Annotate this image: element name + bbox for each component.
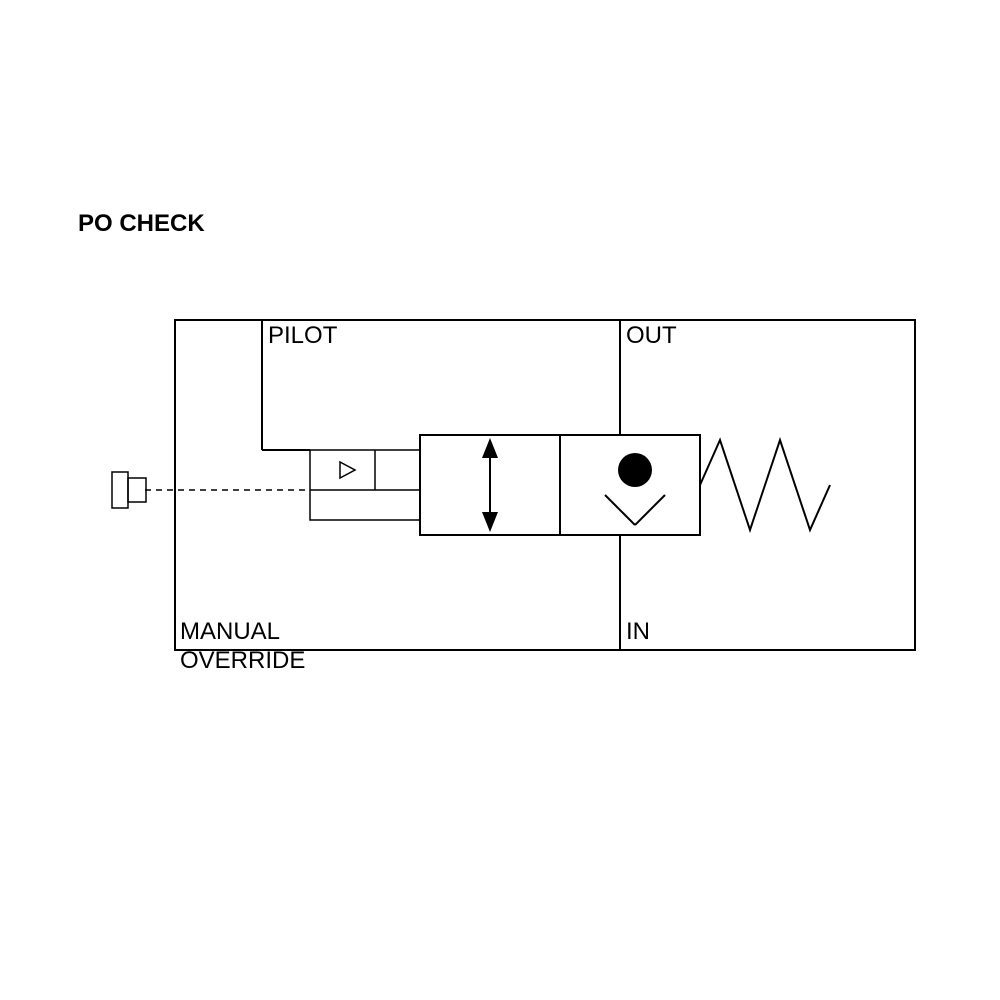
diagram-canvas: PO CHECK PILOT xyxy=(0,0,1000,1000)
actuator-outer xyxy=(310,450,420,520)
flow-arrow-head-up xyxy=(482,438,498,458)
manual-override-label: MANUAL OVERRIDE xyxy=(180,618,305,676)
override-knob-stem xyxy=(128,478,146,502)
flow-arrow-head-down xyxy=(482,512,498,532)
schematic-svg xyxy=(0,0,1000,1000)
out-label: OUT xyxy=(626,322,677,351)
check-ball xyxy=(618,453,652,487)
override-knob-head xyxy=(112,472,128,508)
check-seat-left xyxy=(605,495,635,525)
enclosure-box xyxy=(175,320,915,650)
check-seat-right xyxy=(635,495,665,525)
in-label: IN xyxy=(626,618,650,647)
pilot-triangle-icon xyxy=(340,462,355,478)
pilot-label: PILOT xyxy=(268,322,337,351)
spring-icon xyxy=(700,440,830,530)
